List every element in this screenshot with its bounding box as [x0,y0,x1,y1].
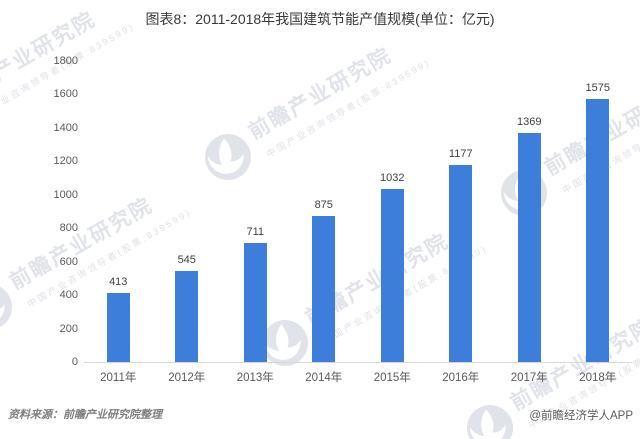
value-label: 711 [246,226,265,239]
value-label: 1032 [380,172,405,185]
bar-group: 875 [290,199,359,362]
value-label: 413 [109,275,128,288]
bar-group: 1032 [358,172,427,362]
bar [175,270,199,362]
bar-group: 413 [84,276,153,362]
x-axis-labels: 2011年 2012年 2013年 2014年 2015年 2016年 2017年 2018年 [84,369,632,385]
value-label: 545 [177,253,196,266]
bar [312,215,336,362]
y-tick-label: 1600 [53,88,78,101]
x-tick-label: 2018年 [579,372,617,384]
value-label: 1369 [517,116,542,129]
x-tick-label: 2016年 [442,372,480,384]
bar-group: 1369 [495,116,564,362]
bar [380,189,404,362]
x-tick-label: 2011年 [100,372,137,384]
bar [243,243,267,362]
bar [586,98,610,362]
y-tick-label: 1000 [53,188,78,201]
x-tick-label: 2014年 [305,372,343,384]
source-note: 资料来源：前瞻产业研究院整理 [8,409,162,421]
x-tick-label: 2012年 [168,372,206,384]
plot-area: 413 545 711 875 1032 1177 1369 1575 [84,61,632,363]
value-label: 1177 [448,148,473,161]
y-tick-label: 1800 [53,55,78,67]
bar-group: 711 [221,226,290,362]
bars-container: 413 545 711 875 1032 1177 1369 1575 [84,61,632,362]
bar-group: 1177 [427,148,496,362]
y-tick-label: 400 [59,289,78,302]
bar-group: 545 [153,254,222,362]
credit-note: @前瞻经济学人APP [529,410,633,422]
y-axis: 0 200 400 600 800 1000 1200 1400 1600 1800 [30,55,78,368]
y-tick-label: 1400 [53,121,78,134]
value-label: 1575 [585,81,610,94]
x-tick-label: 2013年 [236,372,274,384]
bar [106,292,130,362]
bar-group: 1575 [564,82,633,362]
x-tick-label: 2017年 [510,372,548,384]
bar [449,165,473,362]
y-tick-label: 600 [59,255,78,268]
y-tick-label: 1200 [53,155,78,168]
y-tick-label: 0 [71,356,78,368]
value-label: 875 [314,198,333,211]
y-tick-label: 200 [59,322,78,335]
bar [517,133,541,362]
watermark-logo-icon [0,276,23,343]
x-tick-label: 2015年 [373,372,411,384]
watermark-logo-icon [459,397,524,439]
chart-title: 图表8：2011-2018年我国建筑节能产值规模(单位：亿元) [145,11,495,27]
y-tick-label: 800 [59,222,78,235]
